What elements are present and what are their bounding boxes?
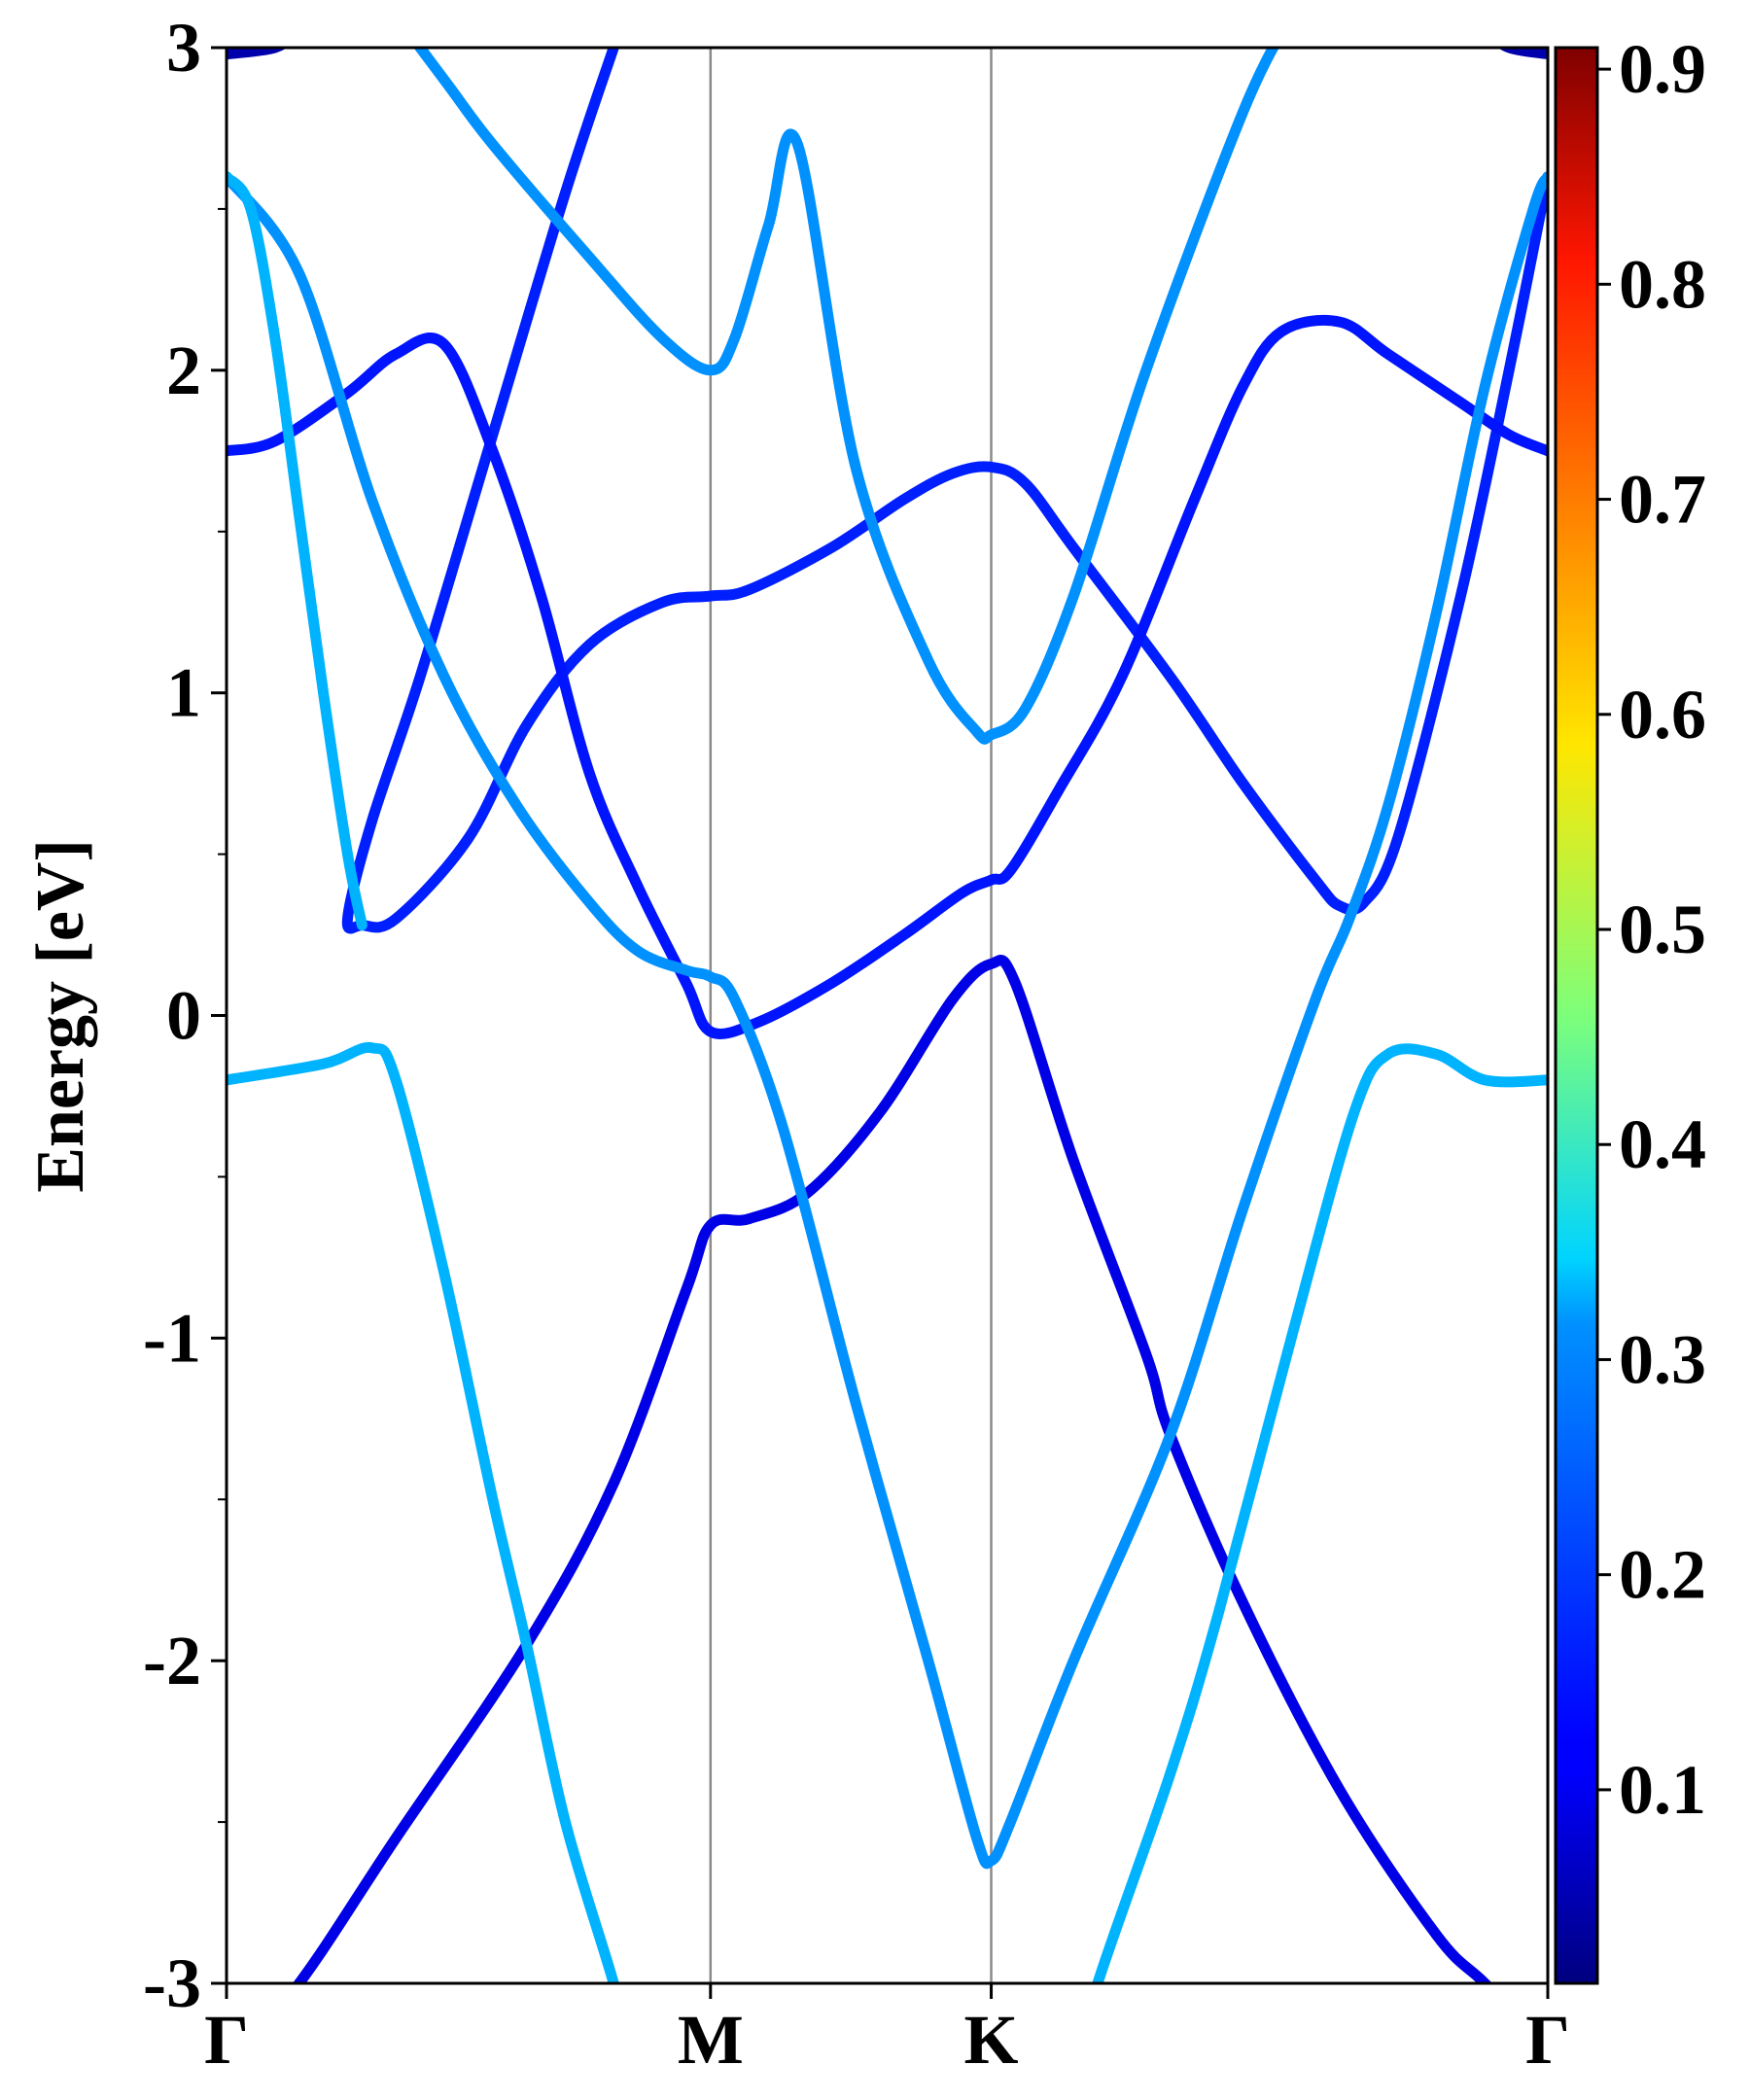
colorbar-tick-label: 0.3 — [1619, 1320, 1706, 1398]
y-tick-label: 3 — [166, 9, 201, 87]
band-line — [1092, 1043, 1548, 1983]
band-line — [227, 48, 288, 60]
colorbar-ticks: 0.9 0.8 0.7 0.6 0.5 0.4 0.3 0.2 0.1 — [1597, 30, 1706, 1829]
colorbar-tick-label: 0.4 — [1619, 1105, 1706, 1183]
colorbar-tick-label: 0.7 — [1619, 461, 1706, 539]
y-tick-label: -1 — [143, 1299, 201, 1377]
y-tick-label: -2 — [143, 1622, 201, 1699]
kpoint-vertical-lines — [709, 48, 993, 1983]
x-tick-label: M — [678, 2001, 744, 2079]
colorbar-tick-label: 0.8 — [1619, 245, 1706, 323]
y-tick-label: -3 — [143, 1944, 201, 2022]
band-line — [413, 48, 1279, 745]
band-line — [341, 48, 1548, 934]
colorbar-tick-label: 0.9 — [1619, 30, 1706, 108]
band-line — [227, 314, 1548, 1039]
y-tick-label: 0 — [166, 977, 201, 1055]
band-line — [227, 171, 1548, 1870]
colorbar-tick-label: 0.5 — [1619, 891, 1706, 968]
band-line — [227, 171, 368, 931]
colorbar-tick-label: 0.6 — [1619, 676, 1706, 753]
band-line — [1497, 48, 1548, 60]
x-tick-label: Γ — [1525, 2001, 1570, 2079]
colorbar-tick-label: 0.1 — [1619, 1751, 1706, 1829]
bands — [227, 48, 1548, 1983]
y-ticks: 3 2 1 0 -1 -2 -3 — [143, 9, 227, 2022]
y-tick-label: 1 — [166, 654, 201, 732]
y-axis-label: Energy [eV] — [23, 839, 98, 1193]
colorbar-tick-label: 0.2 — [1619, 1536, 1706, 1614]
x-tick-label: K — [964, 2001, 1019, 2079]
x-tick-label: Γ — [204, 2001, 249, 2079]
band-line — [227, 1041, 619, 1983]
y-tick-label: 2 — [166, 332, 201, 409]
colorbar — [1554, 46, 1599, 1985]
